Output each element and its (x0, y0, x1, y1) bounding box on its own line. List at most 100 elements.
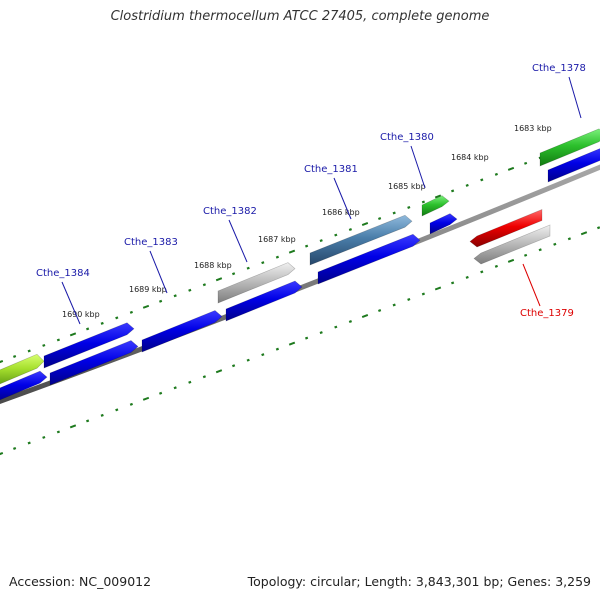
gene-label[interactable]: Cthe_1381 (304, 164, 358, 175)
tick-label: 1689 kbp (129, 285, 167, 294)
reverse-scale-tick (12, 446, 17, 450)
gene-label[interactable]: Cthe_1384 (36, 268, 90, 279)
gene-label[interactable]: Cthe_1383 (124, 237, 178, 248)
forward-scale-tick (407, 205, 411, 209)
gene-feature[interactable] (539, 128, 600, 167)
tick-label: 1683 kbp (514, 124, 552, 133)
gene-feature[interactable] (421, 195, 450, 217)
forward-scale-tick (361, 222, 369, 227)
cds-feature[interactable] (49, 340, 139, 386)
forward-scale-tick (158, 299, 163, 303)
reverse-scale-tick (407, 297, 411, 301)
tick-layer (0, 134, 600, 456)
gene-label[interactable]: Cthe_1380 (380, 132, 434, 143)
reverse-scale-tick (580, 231, 588, 236)
reverse-scale-tick (507, 258, 515, 263)
forward-scale-tick (246, 266, 250, 270)
forward-scale-tick (465, 183, 469, 187)
gene-leader-line (228, 219, 248, 263)
tick-label: 1686 kbp (322, 208, 360, 217)
reverse-scale-tick (494, 264, 499, 268)
tick-label: 1688 kbp (194, 261, 232, 270)
gene-label[interactable]: Cthe_1378 (532, 63, 586, 74)
reverse-scale-tick (231, 364, 236, 368)
forward-scale-tick (392, 211, 396, 215)
reverse-scale-tick (129, 402, 134, 406)
reverse-scale-tick (188, 380, 192, 384)
reverse-scale-tick (288, 341, 296, 346)
reverse-scale-tick (319, 331, 323, 335)
gene-leader-line (410, 145, 426, 189)
reverse-scale-tick (361, 314, 369, 319)
gene-feature[interactable] (309, 214, 413, 266)
reverse-scale-tick (275, 347, 280, 351)
reverse-scale-tick (85, 419, 90, 423)
gene-feature[interactable] (469, 209, 543, 248)
gene-feature[interactable] (0, 353, 45, 386)
reverse-scale-tick (567, 237, 572, 241)
reverse-scale-tick (215, 369, 223, 374)
forward-scale-tick (215, 277, 223, 282)
reverse-scale-tick (42, 435, 46, 439)
forward-scale-tick (115, 316, 119, 320)
reverse-scale-tick (434, 286, 442, 291)
map-title: Clostridium thermocellum ATCC 27405, com… (110, 9, 490, 24)
reverse-scale-tick (553, 242, 557, 246)
forward-scale-tick (334, 233, 338, 237)
forward-scale-tick (275, 255, 280, 259)
gene-leader-line (522, 263, 541, 307)
tick-label: 1685 kbp (388, 182, 426, 191)
reverse-scale-tick (392, 303, 396, 307)
forward-scale-tick (288, 249, 296, 254)
reverse-scale-tick (377, 309, 382, 312)
cds-feature[interactable] (141, 310, 223, 353)
cds-feature[interactable] (429, 213, 458, 235)
gene-leader-line (149, 250, 168, 294)
cds-feature[interactable] (547, 147, 600, 183)
reverse-scale-tick (142, 396, 150, 401)
gene-label[interactable]: Cthe_1382 (203, 206, 257, 217)
reverse-scale-tick (450, 281, 455, 285)
reverse-scale-tick (348, 320, 353, 324)
forward-scale-tick (42, 343, 46, 347)
forward-scale-tick (304, 244, 309, 248)
cds-feature[interactable] (225, 280, 303, 322)
forward-scale-tick (434, 194, 442, 199)
reverse-scale-tick (465, 275, 469, 279)
reverse-scale-tick (421, 292, 426, 296)
cds-feature[interactable] (317, 233, 421, 285)
forward-scale-tick (142, 304, 150, 309)
reverse-scale-tick (56, 430, 61, 434)
cds-feature[interactable] (0, 370, 48, 402)
reverse-scale-tick (261, 353, 265, 357)
reverse-scale-tick (173, 386, 177, 390)
reverse-scale-tick (0, 452, 4, 456)
cds-feature[interactable] (43, 322, 135, 369)
forward-scale-tick (12, 354, 17, 358)
tick-label: 1690 kbp (62, 310, 100, 319)
forward-scale-tick (348, 228, 353, 232)
forward-scale-tick (523, 161, 528, 165)
feature-layer (0, 128, 600, 402)
reverse-scale-tick (27, 441, 31, 445)
reverse-scale-tick (158, 391, 163, 395)
forward-scale-tick (319, 239, 323, 243)
forward-scale-tick (261, 261, 265, 265)
reverse-scale-tick (100, 413, 104, 417)
forward-scale-tick (494, 172, 499, 176)
reverse-scale-tick (334, 325, 338, 329)
forward-scale-tick (421, 200, 426, 204)
gene-leader-line (61, 281, 81, 325)
forward-scale-tick (202, 283, 207, 287)
gene-feature[interactable] (473, 224, 551, 265)
reverse-scale-tick (246, 358, 250, 362)
forward-scale-tick (377, 217, 382, 220)
forward-scale-tick (173, 294, 177, 298)
forward-scale-tick (69, 332, 77, 337)
forward-scale-tick (507, 166, 515, 171)
gene-feature[interactable] (217, 262, 296, 304)
gene-label[interactable]: Cthe_1379 (520, 308, 574, 319)
label-layer: 1683 kbp 1684 kbp 1685 kbp 1686 kbp 1687 kbp… (36, 63, 586, 325)
reverse-scale-tick (115, 408, 119, 412)
